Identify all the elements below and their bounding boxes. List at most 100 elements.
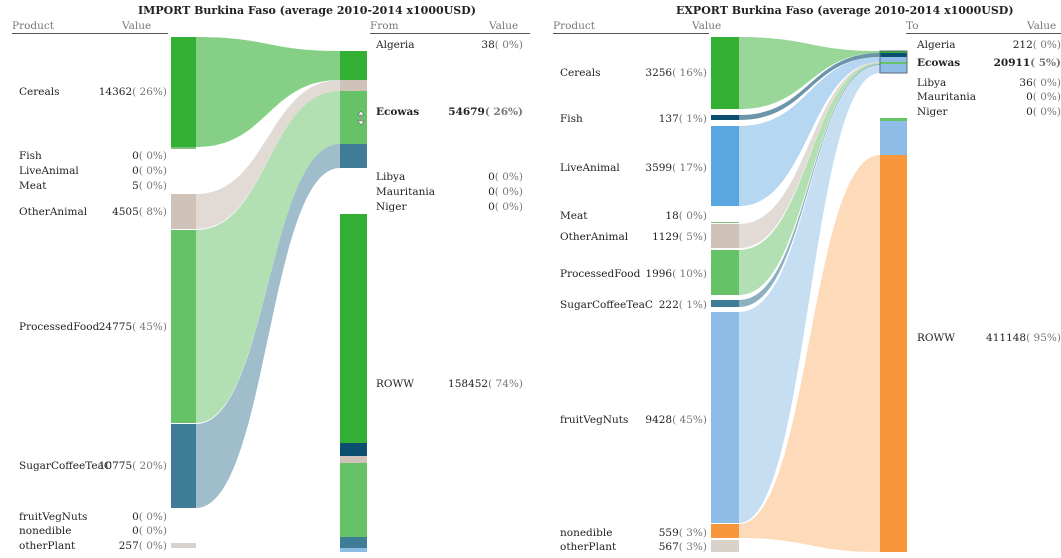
product-label: Meat [19,180,47,192]
partner-bar-segment [340,443,367,456]
product-value-number: 257 [118,540,139,552]
partner-value-number: 411148 [986,332,1027,344]
value-column-header: Value [692,20,722,32]
product-label: otherPlant [19,540,76,552]
product-value-percent: ( 0%) [138,511,167,523]
partner-label: Algeria [376,39,415,51]
product-value-percent: ( 0%) [138,180,167,192]
partner-value-number: 36 [1019,77,1033,89]
partner-bar-segment [340,456,367,463]
product-value-percent: ( 1%) [678,299,707,311]
partner-value: 38( 0%) [481,39,523,51]
product-label: Meat [560,210,588,222]
product-value-percent: ( 5%) [678,231,707,243]
product-value-number: 3256 [645,67,673,79]
product-value-percent: ( 26%) [132,86,167,98]
partner-label: Mauritania [917,91,977,103]
partner-value-column-header: Value [489,20,519,32]
header-rule-left [12,33,168,34]
product-bar-meat [171,147,196,149]
partner-value: 0( 0%) [488,201,523,213]
partner-bar-segment [880,53,907,57]
partner-value-number: 158452 [448,378,489,390]
partner-bar-segment [880,155,907,552]
product-value: 10775( 20%) [99,460,167,472]
partner-value-percent: ( 0%) [494,171,523,183]
chart-title: EXPORT Burkina Faso (average 2010-2014 x… [676,4,1014,17]
partner-bar-segment [340,537,367,548]
partner-value-percent: ( 0%) [494,201,523,213]
product-bar-cereals [171,37,196,147]
product-bar-nonedible [711,524,739,538]
partner-value-number: 0 [488,171,495,183]
product-value: 18( 0%) [665,210,707,222]
chart-title: IMPORT Burkina Faso (average 2010-2014 x… [138,4,476,17]
product-value-percent: ( 17%) [672,162,707,174]
partner-label: Libya [917,77,947,89]
product-value-number: 10775 [98,460,133,472]
partner-value: 411148( 95%) [986,332,1061,344]
partner-bar-segment [340,214,367,443]
product-value: 1129( 5%) [652,231,707,243]
product-label: LiveAnimal [560,162,620,174]
product-value: 0( 0%) [132,511,167,523]
product-bar-cereals [711,37,739,109]
product-value: 0( 0%) [132,150,167,162]
product-value-percent: ( 0%) [678,210,707,222]
header-rule-left [553,33,709,34]
partner-bar-segment [880,64,907,73]
partner-value-number: 38 [481,39,495,51]
partner-bar-segment [880,57,907,62]
product-value-number: 3599 [645,162,673,174]
product-label: OtherAnimal [19,206,88,218]
product-label: LiveAnimal [19,165,79,177]
partner-value-number: 0 [488,201,495,213]
flow-band-processedfood [739,63,880,295]
product-bar-sugarcoffeeteac [711,300,739,307]
partner-label: ROWW [376,378,415,390]
product-label: nonedible [560,527,613,539]
product-value-number: 5 [132,180,139,192]
partner-value: 20911( 5%) [994,57,1061,69]
partner-value-number: 0 [488,186,495,198]
flow-band-processedfood [196,91,340,423]
partner-label: Ecowas [376,106,420,118]
product-value: 9428( 45%) [645,414,707,426]
product-value-number: 0 [132,150,139,162]
product-column-header: Product [12,20,54,32]
product-value-percent: ( 8%) [138,206,167,218]
partner-label: Niger [376,201,407,213]
product-bar-otherplant [171,543,196,548]
product-value: 257( 0%) [119,540,167,552]
partner-label: Ecowas [917,57,961,69]
partner-value-percent: ( 0%) [494,186,523,198]
product-value-percent: ( 3%) [678,527,707,539]
partner-value: 36( 0%) [1019,77,1061,89]
product-value-number: 0 [132,511,139,523]
partner-value: 0( 0%) [1026,91,1061,103]
partner-bar-segment [340,80,367,91]
partner-value-number: 54679 [448,106,485,118]
product-value-percent: ( 0%) [138,525,167,537]
partner-bar-segment [340,463,367,537]
partner-bar-segment [880,121,907,155]
product-label: ProcessedFood [560,268,641,280]
product-label: Fish [560,113,583,125]
product-label: Fish [19,150,42,162]
partner-value-number: 212 [1012,39,1033,51]
flow-band-otheranimal [196,80,340,229]
flow-band-otheranimal [739,62,880,248]
product-value-percent: ( 10%) [672,268,707,280]
product-value-number: 4505 [112,206,139,218]
product-value: 5( 0%) [132,180,167,192]
product-value-percent: ( 45%) [672,414,707,426]
product-value: 137( 1%) [659,113,707,125]
product-value-number: 14362 [98,86,133,98]
partner-value-percent: ( 0%) [494,39,523,51]
product-bar-fish [711,115,739,120]
partner-label: Mauritania [376,186,436,198]
partner-value: 0( 0%) [1026,106,1061,118]
product-value: 14362( 26%) [99,86,167,98]
flow-band-sugarcoffeeteac [739,64,880,307]
